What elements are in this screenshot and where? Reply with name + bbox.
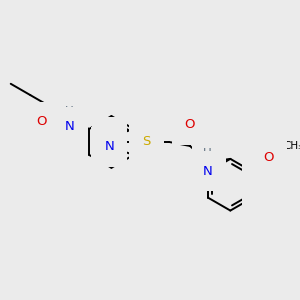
Text: N: N (104, 140, 114, 153)
Text: O: O (264, 151, 274, 164)
Text: S: S (142, 135, 151, 148)
Text: N: N (64, 120, 74, 133)
Text: S: S (105, 130, 113, 143)
Text: H: H (65, 105, 74, 118)
Text: O: O (185, 118, 195, 131)
Text: H: H (203, 147, 212, 160)
Text: O: O (36, 115, 46, 128)
Text: N: N (203, 164, 213, 178)
Text: CH₃: CH₃ (284, 141, 300, 151)
